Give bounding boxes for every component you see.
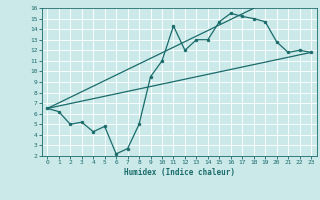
X-axis label: Humidex (Indice chaleur): Humidex (Indice chaleur) [124,168,235,177]
